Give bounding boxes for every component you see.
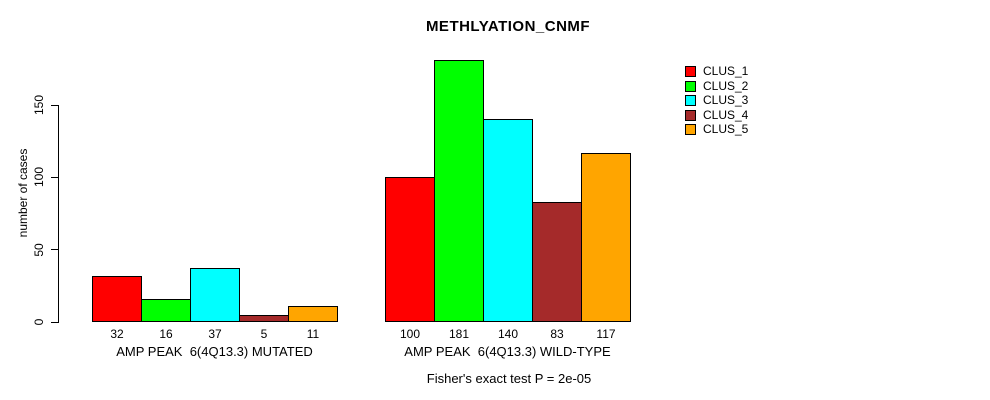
bar-clus_5-group2 — [581, 153, 631, 322]
legend-entry-clus_2: CLUS_2 — [685, 78, 749, 93]
y-axis-tick — [51, 249, 58, 251]
bar-clus_1-group2 — [385, 177, 435, 322]
legend-label: CLUS_1 — [703, 64, 749, 79]
y-axis-tick-label: 150 — [32, 94, 46, 116]
legend-entry-clus_5: CLUS_5 — [685, 122, 749, 137]
legend-label: CLUS_2 — [703, 78, 749, 93]
y-axis-tick — [51, 104, 58, 106]
y-axis-label: number of cases — [16, 148, 30, 238]
legend-swatch-icon — [685, 66, 696, 78]
y-axis-tick-label: 0 — [32, 318, 46, 326]
y-axis-tick — [51, 176, 58, 178]
bar-value-label: 181 — [448, 327, 470, 341]
legend-entry-clus_3: CLUS_3 — [685, 93, 749, 108]
legend-label: CLUS_3 — [703, 93, 749, 108]
bar-value-label: 16 — [159, 327, 173, 341]
legend-label: CLUS_4 — [703, 107, 749, 122]
x-axis-group-label: AMP PEAK 6(4Q13.3) WILD-TYPE — [404, 344, 611, 359]
bar-clus_3-group2 — [483, 119, 533, 322]
bar-clus_3-group1 — [190, 268, 240, 322]
bar-clus_1-group1 — [92, 276, 142, 322]
bar-value-label: 140 — [497, 327, 519, 341]
legend-entry-clus_1: CLUS_1 — [685, 64, 749, 79]
legend-entry-clus_4: CLUS_4 — [685, 107, 749, 122]
y-axis-tick-label: 100 — [32, 167, 46, 188]
bar-value-label: 100 — [399, 327, 421, 341]
bar-clus_4-group1 — [239, 315, 289, 322]
legend-label: CLUS_5 — [703, 122, 749, 137]
legend-swatch-icon — [685, 109, 696, 121]
bar-clus_2-group1 — [141, 299, 191, 322]
bar-value-label: 32 — [110, 327, 124, 341]
bar-clus_2-group2 — [434, 60, 484, 322]
chart-title: METHLYATION_CNMF — [425, 18, 591, 35]
bar-value-label: 11 — [306, 327, 320, 341]
y-axis-line — [58, 105, 59, 323]
legend-swatch-icon — [685, 124, 696, 136]
bar-clus_4-group2 — [532, 202, 582, 322]
legend-swatch-icon — [685, 80, 696, 92]
bar-value-label: 117 — [596, 327, 616, 341]
legend: CLUS_1 CLUS_2 CLUS_3 CLUS_4 CLUS_5 — [685, 64, 749, 137]
fisher-test-annotation: Fisher's exact test P = 2e-05 — [426, 371, 592, 386]
y-axis-tick-label: 50 — [32, 242, 46, 257]
y-axis-tick — [51, 321, 58, 323]
legend-swatch-icon — [685, 95, 696, 107]
bar-value-label: 83 — [550, 327, 564, 341]
x-axis-group-label: AMP PEAK 6(4Q13.3) MUTATED — [116, 344, 313, 359]
bar-clus_5-group1 — [288, 306, 338, 322]
bar-value-label: 37 — [208, 327, 222, 341]
bar-value-label: 5 — [260, 327, 268, 341]
